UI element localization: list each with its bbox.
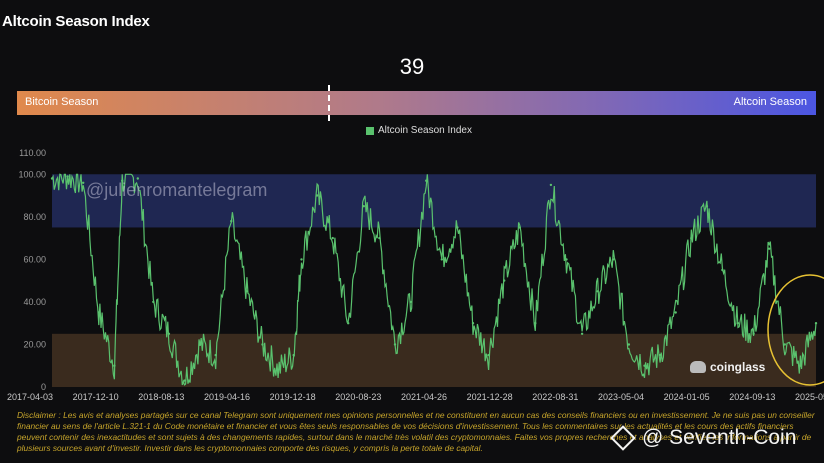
data-point	[214, 353, 217, 357]
data-point	[245, 290, 249, 293]
data-point	[565, 258, 568, 261]
y-tick-label: 20.00	[23, 339, 46, 349]
coinglass-icon	[690, 361, 706, 373]
x-tick-label: 2022-08-31	[532, 392, 578, 402]
zone-bitcoin	[52, 333, 816, 387]
coinglass-logo: coinglass	[690, 360, 765, 374]
altcoin-season-label: Altcoin Season	[733, 96, 807, 108]
y-tick-label: 0	[41, 382, 46, 392]
data-point	[487, 353, 490, 357]
x-tick-label: 2017-12-10	[73, 392, 119, 402]
x-tick-label: 2019-04-16	[204, 392, 250, 402]
page-title: Altcoin Season Index	[2, 13, 150, 30]
data-point	[690, 236, 693, 240]
data-point	[783, 343, 786, 346]
data-point	[799, 364, 802, 367]
chart-legend[interactable]: Altcoin Season Index	[366, 125, 472, 136]
data-point	[50, 177, 54, 180]
data-point	[315, 194, 319, 197]
data-point	[292, 353, 295, 357]
x-tick-label: 2024-09-13	[729, 392, 775, 402]
data-point	[736, 322, 740, 325]
data-point	[347, 322, 350, 325]
data-point	[136, 177, 139, 180]
data-point	[721, 268, 724, 272]
data-point	[658, 353, 662, 357]
data-point	[121, 179, 124, 182]
bitcoin-season-label: Bitcoin Season	[25, 96, 99, 108]
data-point	[752, 332, 755, 335]
data-point	[627, 343, 631, 346]
series-line	[51, 173, 817, 386]
y-tick-label: 100.00	[18, 169, 46, 179]
data-point	[596, 290, 599, 293]
current-value-marker	[328, 85, 330, 121]
y-tick-label: 60.00	[23, 254, 46, 264]
data-point	[643, 364, 646, 367]
brand-label: @ Seventh-Coin	[642, 426, 797, 449]
data-point	[331, 236, 334, 240]
zone-altcoin	[52, 174, 816, 228]
data-point	[393, 343, 397, 346]
y-tick-label: 40.00	[23, 297, 46, 307]
data-point	[534, 322, 537, 325]
x-tick-label: 2025-05-21	[795, 392, 824, 402]
coinglass-label: coinglass	[710, 360, 766, 374]
data-point	[705, 205, 709, 208]
legend-swatch	[366, 126, 374, 135]
y-tick-label: 110.00	[19, 148, 46, 158]
legend-label: Altcoin Season Index	[378, 125, 472, 136]
data-point	[167, 332, 171, 335]
seventh-coin-brand: @ Seventh-Coin	[610, 425, 797, 451]
data-point	[276, 368, 280, 372]
watermark-text: @julienromantelegram	[86, 180, 268, 200]
data-point	[440, 258, 443, 261]
season-gradient-bar: Bitcoin Season Altcoin Season	[17, 91, 816, 115]
highlight-circle	[767, 274, 824, 386]
data-point	[768, 247, 771, 250]
data-point	[261, 343, 264, 346]
x-tick-label: 2021-12-28	[467, 392, 513, 402]
data-point	[97, 311, 101, 314]
x-tick-label: 2018-08-13	[138, 392, 184, 402]
data-point	[362, 205, 365, 208]
data-point	[300, 258, 303, 261]
current-index-value: 39	[399, 54, 425, 79]
x-tick-label: 2023-05-04	[598, 392, 644, 402]
data-point	[198, 343, 202, 346]
data-point	[612, 258, 615, 261]
data-point	[230, 219, 233, 223]
diamond-icon	[610, 425, 636, 451]
data-point	[580, 332, 584, 335]
x-tick-label: 2024-01-05	[664, 392, 710, 402]
y-tick-label: 80.00	[23, 212, 46, 222]
x-tick-label: 2021-04-26	[401, 392, 447, 402]
data-point	[674, 311, 677, 314]
x-tick-label: 2017-04-03	[7, 392, 53, 402]
data-point	[409, 300, 412, 304]
data-point	[549, 183, 553, 187]
data-point	[113, 364, 116, 367]
data-point	[82, 181, 85, 184]
disclaimer-text: Disclaimer : Les avis et analyses partag…	[17, 410, 815, 453]
data-point	[503, 279, 506, 282]
data-point	[378, 236, 381, 240]
x-tick-label: 2019-12-18	[270, 392, 316, 402]
data-point	[183, 379, 186, 382]
data-point	[814, 322, 818, 325]
data-point	[152, 300, 155, 304]
data-point	[471, 322, 475, 325]
data-point	[456, 226, 459, 229]
data-point	[425, 179, 428, 182]
data-point	[66, 175, 69, 178]
x-tick-label: 2020-08-23	[335, 392, 381, 402]
data-point	[518, 226, 521, 229]
